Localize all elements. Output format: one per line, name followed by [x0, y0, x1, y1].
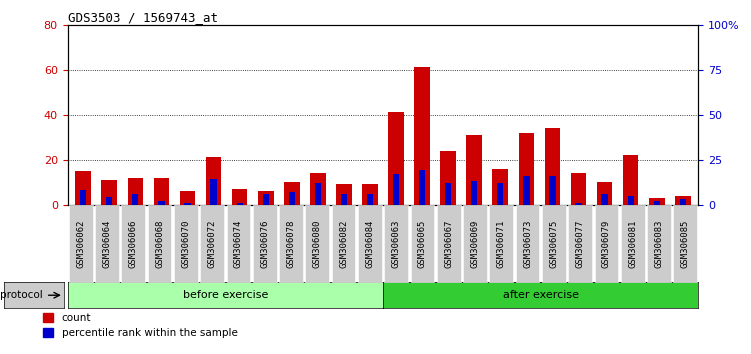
- Bar: [571, 173, 587, 205]
- Text: GSM306069: GSM306069: [471, 219, 479, 268]
- Text: protocol: protocol: [1, 290, 43, 300]
- Bar: [341, 194, 347, 205]
- Bar: [471, 181, 478, 205]
- Bar: [466, 135, 482, 205]
- Bar: [310, 173, 326, 205]
- Text: GSM306068: GSM306068: [155, 219, 164, 268]
- Text: GSM306076: GSM306076: [261, 219, 269, 268]
- Bar: [393, 174, 400, 205]
- Text: GSM306063: GSM306063: [392, 219, 400, 268]
- Bar: [575, 203, 581, 205]
- Text: GSM306071: GSM306071: [497, 219, 505, 268]
- Bar: [653, 201, 660, 205]
- Bar: [523, 176, 529, 205]
- Bar: [75, 171, 91, 205]
- Bar: [366, 194, 373, 205]
- Bar: [597, 182, 612, 205]
- Text: GSM306070: GSM306070: [182, 219, 190, 268]
- Bar: [493, 169, 508, 205]
- Text: GSM306080: GSM306080: [313, 219, 321, 268]
- Text: GSM306073: GSM306073: [523, 219, 532, 268]
- Text: GSM306062: GSM306062: [77, 219, 85, 268]
- Bar: [336, 184, 351, 205]
- Text: GSM306085: GSM306085: [681, 219, 689, 268]
- Text: GSM306082: GSM306082: [339, 219, 348, 268]
- Bar: [263, 194, 269, 205]
- Text: GSM306064: GSM306064: [103, 219, 111, 268]
- Text: GSM306083: GSM306083: [655, 219, 663, 268]
- Text: GSM306067: GSM306067: [445, 219, 453, 268]
- Bar: [132, 194, 138, 205]
- Text: GSM306081: GSM306081: [629, 219, 637, 268]
- Text: after exercise: after exercise: [502, 290, 579, 300]
- Bar: [518, 133, 534, 205]
- Text: GSM306075: GSM306075: [550, 219, 558, 268]
- Bar: [101, 180, 117, 205]
- Bar: [388, 113, 404, 205]
- Bar: [544, 128, 560, 205]
- Bar: [284, 182, 300, 205]
- Bar: [232, 189, 248, 205]
- Text: GSM306066: GSM306066: [129, 219, 137, 268]
- Bar: [210, 179, 217, 205]
- Bar: [497, 183, 503, 205]
- Text: GSM306072: GSM306072: [208, 219, 216, 268]
- Bar: [649, 198, 665, 205]
- Bar: [362, 184, 378, 205]
- Bar: [680, 199, 686, 205]
- Bar: [185, 203, 191, 205]
- Bar: [315, 183, 321, 205]
- Bar: [602, 194, 608, 205]
- Text: before exercise: before exercise: [182, 290, 268, 300]
- Bar: [415, 68, 430, 205]
- Bar: [106, 198, 113, 205]
- Bar: [154, 178, 169, 205]
- Bar: [258, 191, 273, 205]
- Bar: [675, 196, 691, 205]
- Bar: [80, 190, 86, 205]
- Bar: [628, 196, 634, 205]
- Bar: [440, 151, 456, 205]
- Bar: [549, 176, 556, 205]
- Bar: [445, 183, 451, 205]
- Text: GSM306084: GSM306084: [366, 219, 374, 268]
- Bar: [419, 170, 425, 205]
- Text: GSM306078: GSM306078: [287, 219, 295, 268]
- Text: GSM306074: GSM306074: [234, 219, 243, 268]
- Text: GSM306065: GSM306065: [418, 219, 427, 268]
- Bar: [623, 155, 638, 205]
- Bar: [158, 201, 164, 205]
- Bar: [288, 192, 295, 205]
- Text: GSM306077: GSM306077: [576, 219, 584, 268]
- Bar: [128, 178, 143, 205]
- Text: GDS3503 / 1569743_at: GDS3503 / 1569743_at: [68, 11, 218, 24]
- Legend: count, percentile rank within the sample: count, percentile rank within the sample: [43, 313, 237, 338]
- Bar: [206, 158, 222, 205]
- Text: GSM306079: GSM306079: [602, 219, 611, 268]
- Bar: [237, 203, 243, 205]
- Bar: [179, 191, 195, 205]
